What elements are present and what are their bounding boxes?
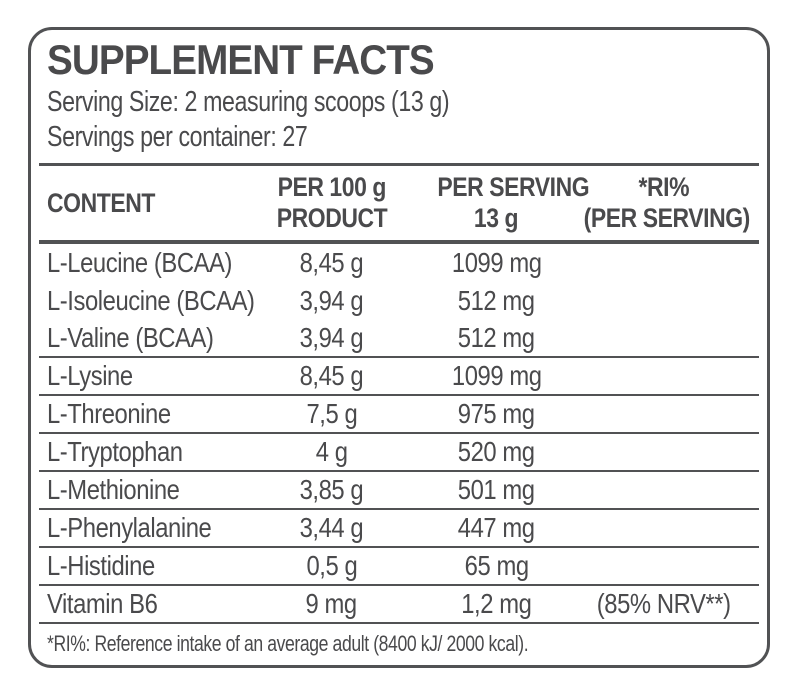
nutrient-name: L-Phenylalanine — [47, 512, 212, 543]
per-100g-value: 8,45 g — [299, 247, 364, 278]
ri-percent-value — [569, 550, 759, 582]
top-rule — [39, 163, 759, 166]
header-rule — [39, 240, 759, 244]
ri-percent-value — [569, 398, 759, 430]
per-100g-value: 8,45 g — [299, 360, 364, 391]
ri-percent-value — [569, 436, 759, 468]
reference-intake-footnote: *RI%: Reference intake of an average adu… — [47, 631, 529, 656]
per-100g-value: 3,85 g — [299, 474, 364, 505]
per-serving-value: 447 mg — [458, 512, 535, 543]
table-row: L-Tryptophan 4 g 520 mg — [39, 434, 759, 472]
table-row: L-Phenylalanine 3,44 g 447 mg — [39, 510, 759, 548]
serving-size-text: Serving Size: 2 measuring scoops (13 g) — [47, 86, 450, 118]
per-100g-value: 3,94 g — [299, 322, 364, 353]
ri-percent-value — [569, 512, 759, 544]
ri-percent-value — [569, 474, 759, 506]
col-header-per-100g: PER 100 g PRODUCT — [276, 172, 387, 233]
ri-percent-value — [569, 285, 759, 317]
table-body: L-Leucine (BCAA) 8,45 g 1099 mg L-Isoleu… — [31, 244, 767, 624]
per-100g-value: 4 g — [315, 436, 348, 467]
ri-percent-value: (85% NRV**) — [597, 588, 731, 619]
per-serving-value: 975 mg — [458, 398, 535, 429]
per-100g-value: 0,5 g — [306, 550, 357, 581]
per-100g-value: 9 mg — [305, 588, 358, 619]
nutrient-name: L-Isoleucine (BCAA) — [47, 285, 255, 316]
per-serving-value: 1099 mg — [451, 247, 542, 278]
per-serving-value: 512 mg — [458, 285, 535, 316]
nutrient-name: Vitamin B6 — [47, 588, 158, 619]
nutrient-name: L-Leucine (BCAA) — [47, 247, 233, 278]
panel-title: SUPPLEMENT FACTS — [47, 36, 435, 83]
table-row: L-Isoleucine (BCAA) 3,94 g 512 mg — [39, 282, 759, 320]
ri-percent-value — [569, 360, 759, 392]
table-header: CONTENT PER 100 g PRODUCT PER SERVING 13… — [39, 166, 759, 240]
per-serving-value: 1,2 mg — [461, 588, 532, 619]
nutrient-name: L-Threonine — [47, 398, 171, 429]
ri-percent-value — [569, 322, 759, 354]
col-header-content: CONTENT — [47, 187, 155, 218]
per-serving-value: 520 mg — [458, 436, 535, 467]
table-row: L-Lysine 8,45 g 1099 mg — [39, 358, 759, 396]
table-row: L-Valine (BCAA) 3,94 g 512 mg — [39, 320, 759, 358]
per-100g-value: 3,44 g — [299, 512, 364, 543]
nutrient-name: L-Tryptophan — [47, 436, 183, 467]
nutrient-name: L-Lysine — [47, 360, 133, 391]
servings-per-container-text: Servings per container: 27 — [47, 121, 308, 153]
per-100g-value: 3,94 g — [299, 285, 364, 316]
table-row: L-Methionine 3,85 g 501 mg — [39, 472, 759, 510]
table-row: L-Threonine 7,5 g 975 mg — [39, 396, 759, 434]
col-header-ri-percent: *RI% (PER SERVING) — [583, 172, 751, 233]
per-100g-value: 7,5 g — [306, 398, 357, 429]
table-row: L-Leucine (BCAA) 8,45 g 1099 mg — [39, 244, 759, 282]
table-row: Vitamin B6 9 mg 1,2 mg (85% NRV**) — [39, 586, 759, 624]
col-header-per-serving: PER SERVING 13 g — [437, 172, 590, 233]
per-serving-value: 65 mg — [464, 550, 529, 581]
per-serving-value: 512 mg — [458, 322, 535, 353]
per-serving-value: 501 mg — [458, 474, 535, 505]
panel-header: SUPPLEMENT FACTS Serving Size: 2 measuri… — [31, 30, 767, 155]
table-row: L-Histidine 0,5 g 65 mg — [39, 548, 759, 586]
per-serving-value: 1099 mg — [451, 360, 542, 391]
supplement-facts-panel: SUPPLEMENT FACTS Serving Size: 2 measuri… — [28, 27, 770, 668]
nutrient-name: L-Valine (BCAA) — [47, 322, 214, 353]
nutrient-name: L-Methionine — [47, 474, 180, 505]
ri-percent-value — [569, 247, 759, 279]
nutrient-name: L-Histidine — [47, 550, 155, 581]
